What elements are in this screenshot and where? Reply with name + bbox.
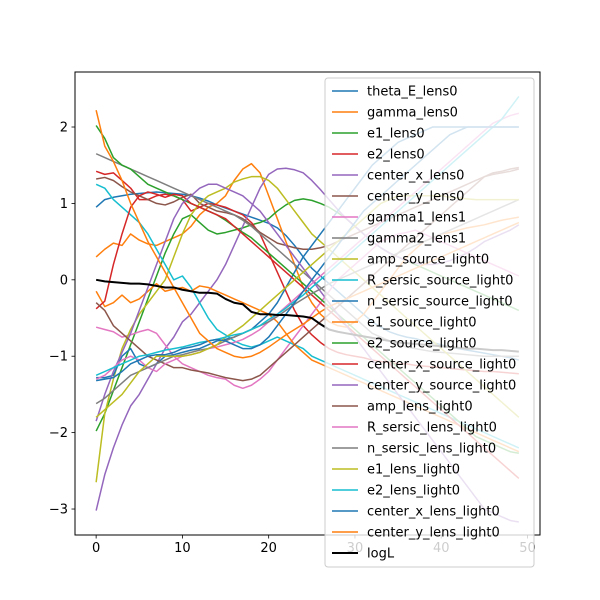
y-tick-label: −1 (49, 350, 68, 365)
legend-label: center_x_lens0 (367, 169, 464, 184)
legend-label: e1_source_light0 (367, 316, 477, 331)
y-tick-label: 2 (60, 121, 68, 136)
y-tick-label: 0 (60, 273, 68, 288)
legend-label: amp_source_light0 (367, 253, 489, 268)
y-tick-label: 1 (60, 197, 68, 212)
legend-label: theta_E_lens0 (367, 85, 458, 100)
y-axis: −3 −2 −1 0 1 2 (49, 121, 75, 518)
legend-label: center_x_lens_light0 (367, 505, 500, 520)
legend-label: logL (367, 547, 395, 562)
legend: theta_E_lens0 gamma_lens0 e1_lens0 e2_lens0… (324, 77, 535, 568)
legend-label: e1_lens0 (367, 127, 425, 142)
legend-label: n_sersic_source_light0 (367, 295, 513, 310)
x-tick-label: 20 (260, 541, 277, 556)
legend-label: center_y_source_light0 (367, 379, 516, 394)
legend-label: gamma_lens0 (367, 106, 458, 121)
legend-label: center_x_source_light0 (367, 358, 516, 373)
legend-label: e2_source_light0 (367, 337, 477, 352)
legend-label: R_sersic_lens_light0 (367, 421, 497, 436)
plot-frame (74, 71, 541, 536)
legend-label: n_sersic_lens_light0 (367, 442, 496, 457)
y-tick-label: −3 (49, 503, 68, 518)
x-tick-label: 10 (174, 541, 191, 556)
legend-label: e1_lens_light0 (367, 463, 460, 478)
legend-label: gamma2_lens1 (367, 232, 466, 247)
legend-label: center_y_lens0 (367, 190, 464, 205)
legend-box (324, 77, 535, 568)
legend-label: e2_lens_light0 (367, 484, 460, 499)
y-tick-label: −2 (49, 426, 68, 441)
legend-label: e2_lens0 (367, 148, 425, 163)
legend-label: R_sersic_source_light0 (367, 274, 513, 289)
x-tick-label: 0 (92, 541, 100, 556)
legend-label: amp_lens_light0 (367, 400, 473, 415)
legend-label: gamma1_lens1 (367, 211, 466, 226)
legend-label: center_y_lens_light0 (367, 526, 500, 541)
